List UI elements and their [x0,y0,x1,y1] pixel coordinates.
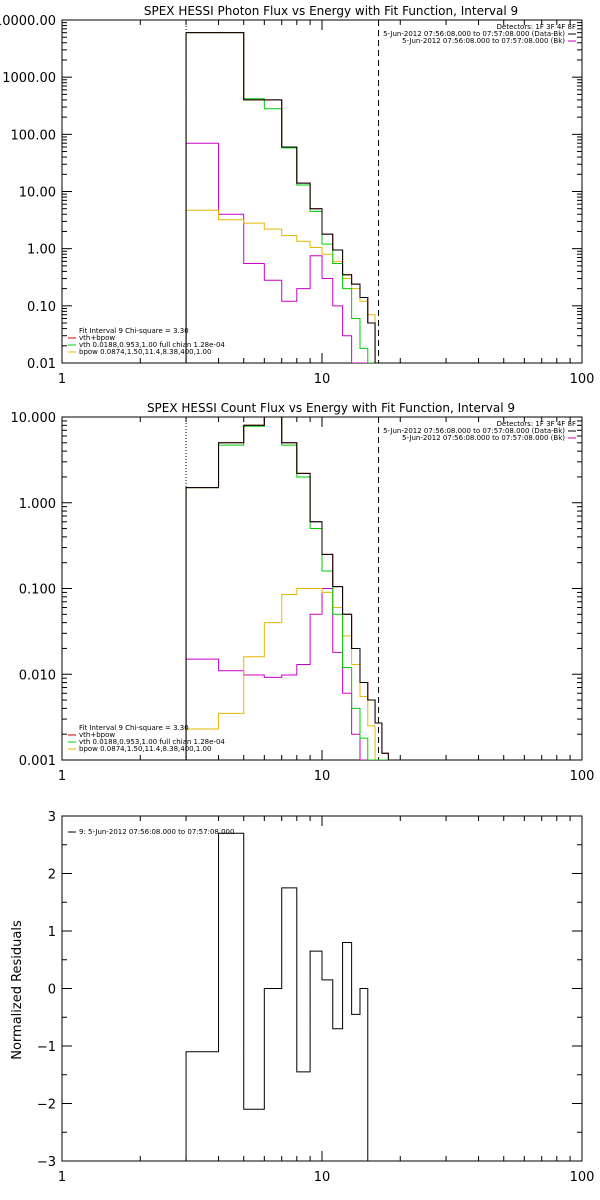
figure: SPEX HESSI Photon Flux vs Energy with Fi… [0,0,600,1200]
residuals-y-tick-label: 3 [48,810,56,825]
count-flux-x-tick-label: 100 [570,769,595,784]
residuals-y-tick-label: 0 [48,983,56,998]
residuals-x-tick-label: 10 [314,1170,331,1185]
residuals-x-tick-label: 100 [570,1170,595,1185]
photon-flux-y-tick-label: 10.00 [19,186,56,201]
count-flux-y-tick-label: 0.100 [19,583,56,598]
photon-flux-legend-right-entry: 5-Jun-2012 07:56:08.000 to 07:57:08.000 … [402,37,565,45]
count-flux-y-tick-label: 1.000 [19,497,56,512]
residuals-y-tick-label: 1 [48,925,56,940]
residuals-legend-left-entry: 9: 5-Jun-2012 07:56:08.000 to 07:57:08.0… [79,828,234,836]
photon-flux-x-tick-label: 1 [58,372,66,387]
photon-flux-y-tick-label: 0.10 [27,300,56,315]
residuals-y-axis-label: Normalized Residuals [10,920,25,1060]
photon-flux-y-tick-label: 1.00 [27,243,56,258]
count-flux-y-tick-label: 0.010 [19,668,56,683]
photon-flux-y-tick-label: 10000.00 [0,14,56,29]
photon-flux-x-tick-label: 10 [314,372,331,387]
photon-flux-title: SPEX HESSI Photon Flux vs Energy with Fi… [144,4,518,18]
photon-flux-y-tick-label: 0.01 [27,357,56,372]
count-flux-x-tick-label: 1 [58,769,66,784]
count-flux-title: SPEX HESSI Count Flux vs Energy with Fit… [147,401,515,415]
count-flux-legend-left-entry: bpow 0.0874,1.50,11.4,8.38,400,1.00 [79,745,211,753]
residuals-y-tick-label: 2 [48,868,56,883]
residuals-x-tick-label: 1 [58,1170,66,1185]
count-flux-x-tick-label: 10 [314,769,331,784]
residuals-y-tick-label: −3 [37,1155,56,1170]
residuals-y-tick-label: −1 [37,1040,56,1055]
residuals-y-tick-label: −2 [37,1098,56,1113]
photon-flux-x-tick-label: 100 [570,372,595,387]
count-flux-legend-right-entry: 5-Jun-2012 07:56:08.000 to 07:57:08.000 … [402,434,565,442]
photon-flux-y-tick-label: 100.00 [11,128,57,143]
count-flux-y-tick-label: 0.001 [19,754,56,769]
count-flux-y-tick-label: 10.000 [11,411,57,426]
photon-flux-y-tick-label: 1000.00 [2,71,56,86]
figure-background [0,0,600,1200]
photon-flux-legend-left-entry: bpow 0.0874,1.50,11.4,8.38,400,1.00 [79,348,211,356]
